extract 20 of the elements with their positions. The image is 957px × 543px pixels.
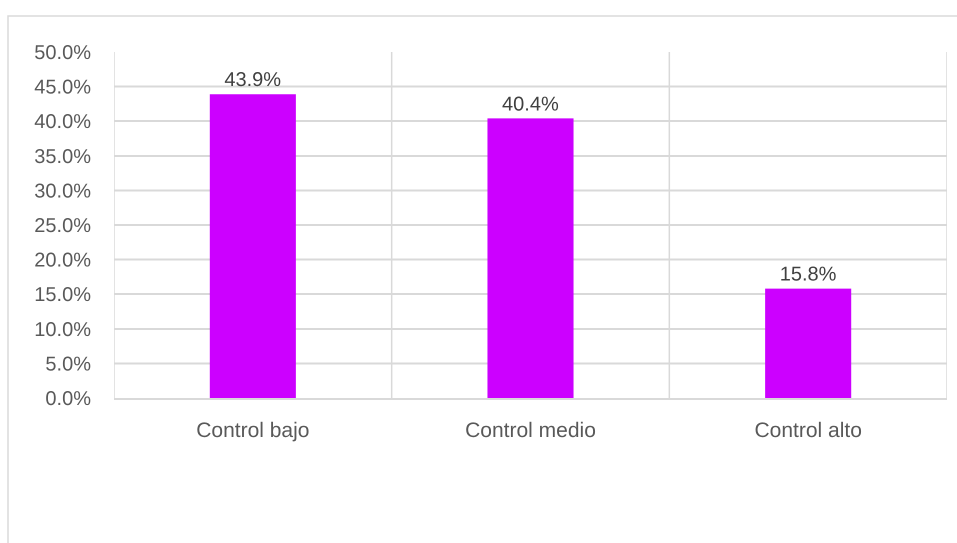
data-label: 15.8% bbox=[780, 264, 837, 286]
y-tick-label: 20.0% bbox=[34, 250, 92, 272]
y-tick-label: 25.0% bbox=[34, 215, 92, 237]
y-tick-label: 5.0% bbox=[45, 353, 92, 376]
x-tick-label: Control medio bbox=[465, 418, 596, 442]
bar bbox=[210, 94, 296, 398]
y-tick-label: 50.0% bbox=[34, 42, 92, 64]
data-label: 40.4% bbox=[502, 93, 559, 116]
x-tick-label: Control alto bbox=[754, 418, 862, 442]
y-tick-label: 35.0% bbox=[34, 146, 92, 168]
y-tick-label: 40.0% bbox=[34, 111, 92, 134]
y-tick-label: 45.0% bbox=[34, 76, 92, 99]
y-tick-label: 0.0% bbox=[45, 388, 92, 410]
y-tick-label: 15.0% bbox=[34, 284, 92, 306]
y-tick-label: 10.0% bbox=[34, 318, 92, 341]
x-tick-label: Control bajo bbox=[196, 418, 310, 442]
bar bbox=[487, 118, 574, 398]
y-tick-label: 30.0% bbox=[34, 180, 92, 202]
bar bbox=[765, 288, 852, 398]
data-label: 43.9% bbox=[224, 69, 282, 92]
